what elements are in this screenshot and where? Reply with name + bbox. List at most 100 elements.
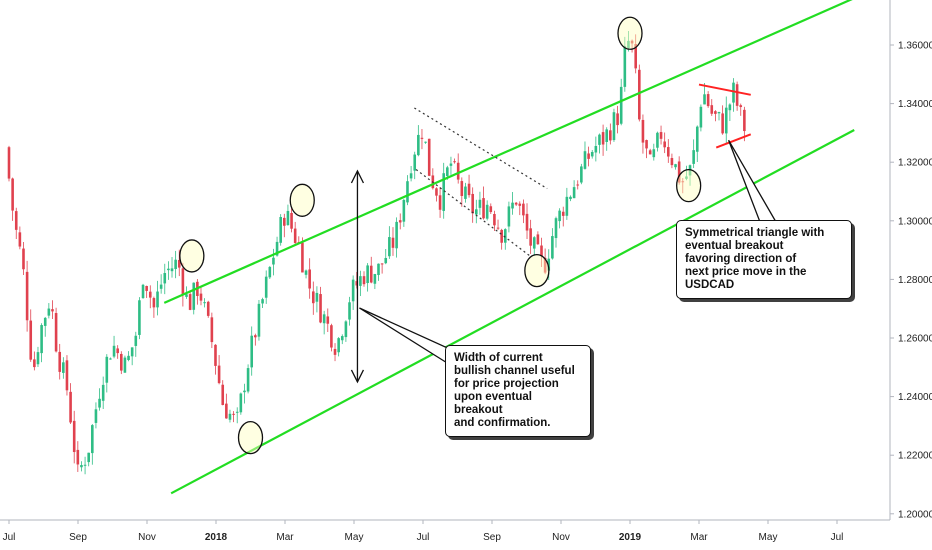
candle-body	[330, 325, 333, 348]
candle-body	[630, 40, 634, 44]
candle-body	[203, 302, 206, 304]
candle-body	[91, 425, 94, 454]
x-tick-label: 2019	[619, 532, 642, 543]
candle-body	[417, 134, 420, 156]
x-tick-label: Jul	[831, 532, 844, 543]
candle-body	[159, 284, 163, 289]
candle-body	[33, 359, 36, 368]
y-tick-label: 1.30000	[898, 216, 932, 227]
width-arrow-head-top	[350, 169, 365, 184]
candle-body	[337, 338, 340, 353]
candle-body	[601, 132, 605, 145]
candle-body	[43, 317, 47, 326]
candle-body	[583, 151, 587, 169]
candle-body	[148, 291, 152, 298]
candle-body	[181, 268, 185, 295]
candle-body	[645, 140, 648, 149]
channel-callout-pointer	[359, 307, 453, 368]
candle-body	[87, 452, 90, 463]
candle-body	[76, 449, 80, 465]
x-tick-label: Mar	[276, 532, 294, 543]
candle-body	[612, 112, 616, 141]
candle-body	[25, 271, 29, 321]
candle-body	[609, 130, 612, 141]
candle-body	[109, 358, 112, 360]
x-tick-label: Nov	[552, 532, 570, 543]
candle-body	[36, 352, 40, 365]
candle-body	[681, 181, 685, 183]
candle-body	[485, 204, 489, 219]
candle-body	[547, 258, 551, 271]
candle-body	[369, 265, 373, 283]
candle-body	[525, 213, 529, 231]
y-tick-label: 1.26000	[898, 334, 932, 345]
x-tick-label: Sep	[69, 532, 87, 543]
candle-body	[648, 150, 652, 155]
candle-body	[409, 173, 413, 179]
y-tick-label: 1.32000	[898, 158, 932, 169]
candle-body	[228, 413, 232, 420]
candle-body	[536, 234, 540, 245]
candle-body	[232, 413, 235, 415]
candle-body	[656, 132, 659, 148]
candle-body	[380, 263, 384, 265]
candle-body	[507, 206, 511, 227]
candle-body	[406, 181, 409, 203]
x-axis: Jul Sep Nov 2018 Mar May Jul Sep Nov 2019 Mar May Ju…	[3, 520, 844, 543]
candle-body	[29, 320, 33, 360]
candle-body	[127, 355, 130, 361]
candle-body	[580, 166, 583, 183]
candle-body	[714, 111, 717, 114]
candle-body	[724, 107, 728, 134]
candle-body	[65, 360, 69, 391]
candle-body	[388, 237, 391, 257]
candle-body	[529, 228, 532, 246]
candle-body	[185, 294, 188, 297]
candle-body	[214, 344, 217, 366]
x-tick-label: Sep	[483, 532, 501, 543]
candle-body	[199, 293, 203, 301]
candle-body	[119, 353, 123, 371]
candle-body	[576, 184, 580, 186]
candle-body	[743, 109, 746, 132]
candle-body	[619, 86, 623, 124]
candle-body	[482, 198, 485, 219]
candle-body	[663, 141, 666, 148]
candle-body	[130, 347, 134, 357]
candle-body	[250, 335, 254, 368]
candle-body	[348, 302, 351, 320]
candle-body	[518, 203, 522, 206]
candle-body	[590, 151, 594, 157]
candle-body	[254, 335, 257, 338]
candle-body	[424, 141, 427, 143]
candle-body	[732, 82, 735, 103]
candle-body	[290, 212, 293, 229]
x-tick-label: Jul	[417, 532, 430, 543]
circled-point	[617, 16, 643, 50]
candle-body	[261, 299, 264, 304]
candle-body	[413, 154, 417, 171]
candle-body	[558, 210, 561, 222]
candle-body	[105, 356, 109, 383]
candle-body	[594, 146, 598, 153]
channel-line-upper	[163, 0, 853, 304]
candlesticks	[7, 31, 746, 475]
candle-body	[641, 119, 645, 143]
candle-body	[286, 210, 290, 226]
candle-body	[453, 161, 456, 163]
candle-body	[435, 188, 438, 196]
trend-lines	[163, 0, 855, 495]
candle-body	[62, 362, 65, 373]
candle-body	[569, 196, 572, 200]
dotted-line-lower	[415, 169, 531, 257]
candle-body	[522, 203, 525, 216]
candle-body	[699, 106, 703, 128]
candle-body	[438, 195, 442, 210]
candle-body	[283, 217, 286, 226]
width-arrow-head-bottom	[350, 369, 365, 384]
candle-body	[561, 211, 565, 216]
candle-body	[167, 268, 170, 271]
candle-body	[351, 279, 355, 302]
